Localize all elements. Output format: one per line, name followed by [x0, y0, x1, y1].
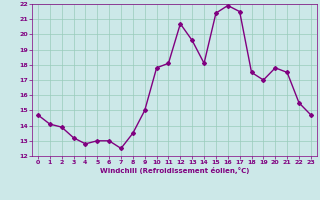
X-axis label: Windchill (Refroidissement éolien,°C): Windchill (Refroidissement éolien,°C) — [100, 167, 249, 174]
